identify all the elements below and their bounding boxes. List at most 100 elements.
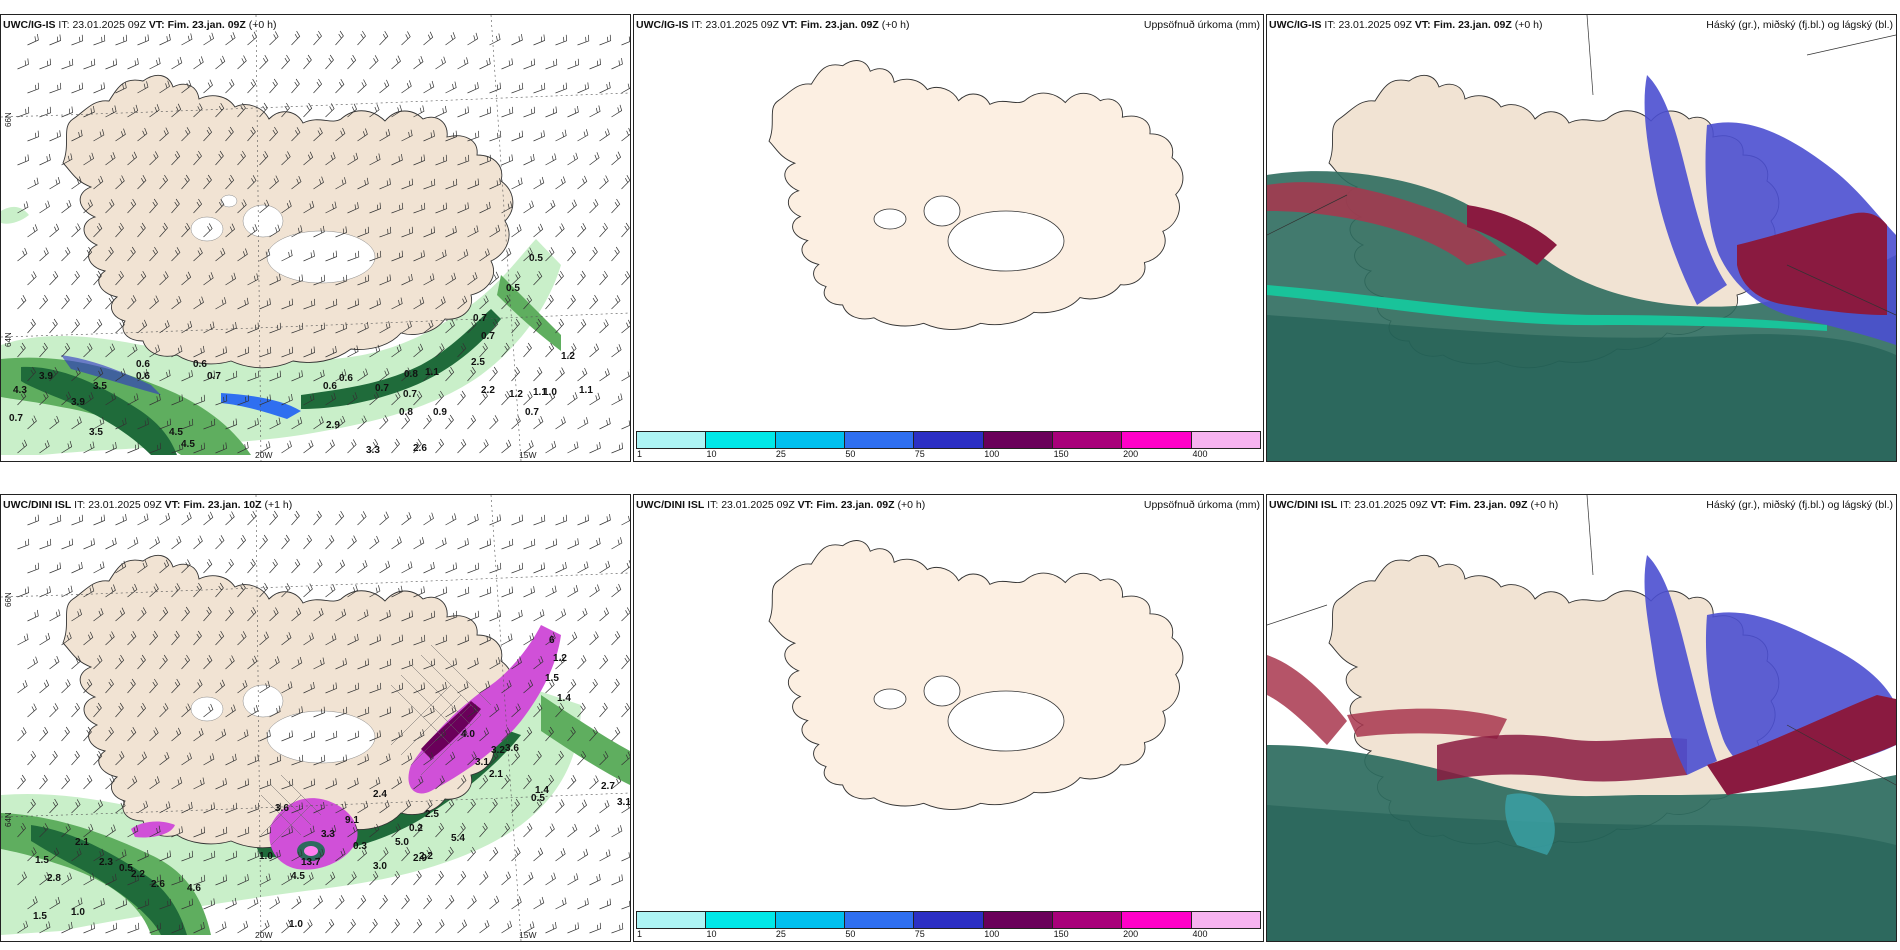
wind-barb	[181, 418, 194, 430]
wind-barb	[545, 342, 555, 358]
precip-value-label: 0.7	[9, 413, 23, 424]
wind-barb	[171, 442, 184, 454]
wind-barb	[545, 58, 558, 70]
wind-barb	[49, 896, 61, 910]
colorbar-tick-label: 400	[1192, 449, 1208, 459]
wind-barb	[71, 750, 80, 766]
wind-barb	[479, 106, 492, 118]
wind-barb	[621, 800, 630, 814]
wind-barb	[171, 826, 183, 838]
wind-barb	[391, 55, 401, 70]
wind-barb	[61, 679, 71, 694]
wind-barb	[247, 655, 258, 670]
wind-barb	[105, 726, 114, 742]
wind-barb	[281, 730, 293, 742]
wind-barb	[523, 823, 533, 838]
wind-barb	[533, 82, 546, 94]
wind-barb	[247, 607, 257, 622]
wind-barb	[589, 392, 601, 406]
wind-barb	[545, 726, 554, 742]
colorbar-swatch	[1191, 912, 1260, 928]
precip-value-label: 0.6	[136, 371, 150, 382]
wind-barb	[281, 151, 291, 166]
wind-barb	[567, 679, 577, 694]
wind-barb	[137, 319, 148, 334]
wind-barb	[379, 511, 389, 526]
wind-barb	[325, 730, 338, 742]
wind-barb	[149, 583, 159, 598]
wind-barb	[335, 274, 348, 286]
wind-barb	[137, 418, 149, 430]
wind-barb	[479, 342, 488, 358]
wind-barb	[93, 34, 106, 46]
wind-barb	[347, 682, 360, 694]
wind-barb	[413, 682, 425, 694]
wind-barb	[17, 727, 27, 742]
precip-value-label: 2.8	[47, 873, 61, 884]
wind-barb	[391, 776, 402, 790]
wind-barb	[467, 272, 478, 286]
wind-barb	[105, 922, 118, 934]
precip-value-label: 0.6	[193, 359, 207, 370]
wind-barb	[545, 921, 557, 934]
wind-barb	[325, 871, 336, 886]
wind-barb	[413, 586, 425, 598]
wind-barb	[357, 560, 368, 574]
wind-barb	[479, 822, 488, 838]
wind-barb	[467, 798, 476, 814]
wind-barb	[401, 846, 411, 862]
wind-barb	[159, 127, 169, 142]
colorbar-tick-label: 150	[1053, 449, 1069, 459]
wind-barb	[225, 322, 237, 334]
colorbar-tick-label: 75	[914, 449, 925, 459]
wind-barb	[335, 658, 347, 670]
wind-barb	[225, 802, 238, 814]
wind-barb	[215, 55, 226, 70]
wind-barb	[555, 750, 564, 766]
wind-barb	[467, 895, 477, 910]
wind-barb	[313, 274, 326, 286]
wind-barb	[501, 871, 511, 886]
wind-barb	[621, 751, 630, 766]
wind-barb	[127, 583, 138, 598]
wind-barb	[479, 201, 491, 214]
wind-barb	[39, 871, 50, 886]
wind-barb	[93, 82, 105, 94]
wind-barb	[567, 343, 577, 358]
wind-barb	[49, 703, 59, 718]
wind-barb	[39, 774, 48, 790]
wind-barb	[225, 418, 238, 430]
wind-barb	[313, 127, 323, 142]
wind-barb	[237, 680, 248, 694]
wind-barb	[105, 246, 114, 262]
precip-value-label: 1.4	[557, 693, 571, 704]
wind-barb	[555, 223, 565, 238]
wind-barb	[181, 79, 192, 94]
wind-barb	[93, 898, 105, 910]
wind-barb	[489, 224, 501, 238]
wind-barb	[523, 632, 535, 646]
wind-barb	[93, 561, 105, 574]
wind-barb	[303, 730, 316, 742]
wind-barb	[621, 702, 630, 718]
wind-barb	[413, 391, 423, 406]
wind-barb	[589, 824, 600, 838]
wind-barb	[335, 127, 346, 142]
wind-barb	[105, 199, 115, 214]
wind-barb	[171, 103, 182, 118]
wind-barb	[533, 562, 545, 574]
wind-barb	[479, 295, 489, 310]
wind-barb	[61, 247, 71, 262]
lat-label-64n: 64N	[4, 332, 13, 347]
wind-barb	[193, 103, 203, 118]
wind-barb	[83, 392, 94, 406]
wind-barb	[193, 630, 202, 646]
wind-barb	[379, 415, 389, 430]
wind-barb	[489, 82, 501, 94]
wind-barb	[61, 632, 72, 646]
wind-barb	[203, 802, 215, 814]
wind-barb	[347, 584, 358, 598]
wind-barb	[127, 825, 139, 838]
wind-barb	[589, 294, 599, 310]
wind-barb	[49, 177, 61, 190]
